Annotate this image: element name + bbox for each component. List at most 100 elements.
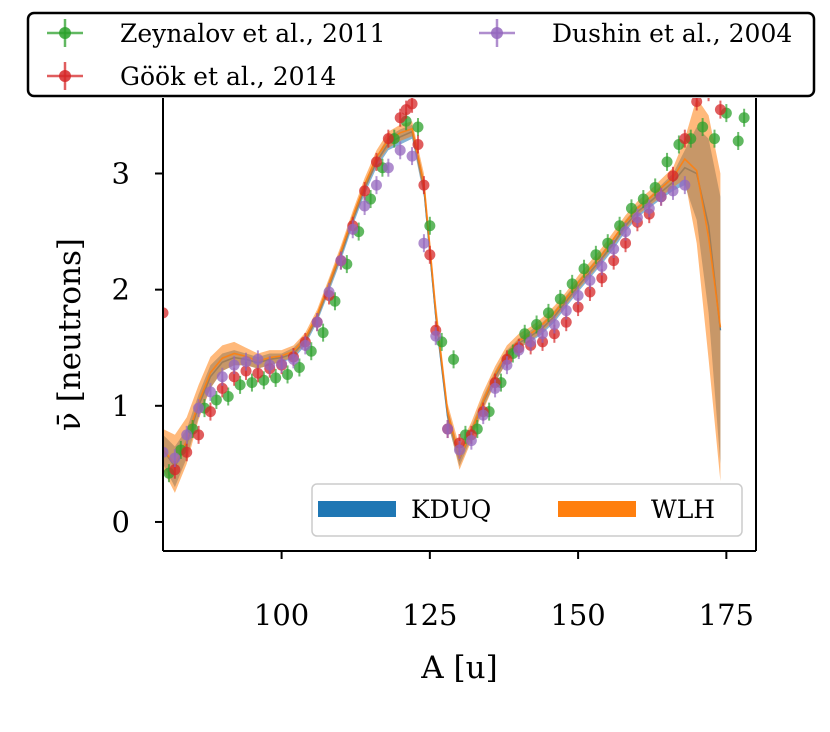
g-k-et-al-2014-point (596, 272, 608, 284)
wlh-mean-line (163, 127, 722, 466)
g-k-et-al-2014-point (667, 170, 679, 182)
dushin-et-al-2004-point (276, 358, 288, 370)
zeynalov-et-al-2011-legend-label: Zeynalov et al., 2011 (120, 19, 386, 48)
g-k-et-al-2014-point (620, 237, 632, 249)
wlh-band (163, 98, 721, 493)
dushin-et-al-2004-point (501, 359, 513, 371)
zeynalov-et-al-2011-point (293, 361, 305, 373)
g-k-et-al-2014-point (424, 249, 436, 261)
g-k-et-al-2014-point (679, 133, 691, 145)
g-k-et-al-2014-point (418, 179, 430, 191)
g-k-et-al-2014-point (193, 429, 205, 441)
dushin-et-al-2004-point (181, 429, 193, 441)
zeynalov-et-al-2011-point (412, 121, 424, 133)
wlh-legend-swatch (558, 501, 636, 517)
axes: 100 125 150 175 0 1 2 3 A [u] ν̄ [neutrons] (52, 98, 757, 686)
dushin-et-al-2004-point (359, 200, 371, 212)
dushin-et-al-2004-point (287, 353, 299, 365)
zeynalov-et-al-2011-point (542, 307, 554, 319)
g-k-et-al-2014-point (181, 446, 193, 458)
zeynalov-et-al-2011-point (578, 263, 590, 275)
g-k-et-al-2014-point (560, 316, 572, 328)
dushin-et-al-2004-point (655, 191, 667, 203)
dushin-et-al-2004-point (163, 446, 169, 458)
dushin-et-al-2004-point (382, 162, 394, 174)
dushin-et-al-2004-point (596, 260, 608, 272)
dushin-et-al-2004-point (169, 452, 181, 464)
dushin-et-al-2004-point (204, 386, 216, 398)
dushin-et-al-2004-point (537, 328, 549, 340)
zeynalov-et-al-2011-point (424, 220, 436, 232)
zeynalov-et-al-2011-point (234, 379, 246, 391)
dushin-et-al-2004-legend-label: Dushin et al., 2004 (552, 19, 792, 48)
zeynalov-et-al-2011-point (590, 249, 602, 261)
zeynalov-et-al-2011-point (661, 156, 673, 168)
zeynalov-et-al-2011-point (222, 391, 234, 403)
dushin-et-al-2004-point (667, 185, 679, 197)
dushin-et-al-2004-point (311, 316, 323, 328)
dushin-et-al-2004-point (489, 382, 501, 394)
dushin-et-al-2004-point (608, 243, 620, 255)
g-k-et-al-2014-point (163, 307, 169, 319)
zeynalov-et-al-2011-point (649, 181, 661, 193)
x-tick-label: 175 (699, 598, 754, 632)
dushin-et-al-2004-point (620, 226, 632, 238)
g-k-et-al-2014-legend-label: Göök et al., 2014 (120, 62, 336, 91)
x-axis-label: A [u] (420, 650, 497, 686)
g-k-et-al-2014-point (608, 255, 620, 267)
model-bands (163, 98, 722, 493)
dushin-et-al-2004-point (548, 319, 560, 330)
dushin-et-al-2004-point (584, 274, 596, 286)
zeynalov-et-al-2011-point (282, 368, 294, 380)
zeynalov-et-al-2011-point (566, 278, 578, 290)
zeynalov-et-al-2011-point (708, 133, 720, 145)
zeynalov-et-al-2011-point (270, 372, 282, 384)
dushin-et-al-2004-point (679, 179, 691, 191)
data-points (163, 98, 750, 483)
g-k-et-al-2014-point (412, 138, 424, 150)
dushin-et-al-2004-point (477, 409, 489, 421)
g-k-et-al-2014-point (394, 112, 406, 124)
dushin-et-al-2004-point (525, 336, 537, 348)
dushin-et-al-2004-point (252, 353, 264, 365)
zeynalov-et-al-2011-point (637, 193, 649, 205)
dushin-et-al-2004-point (406, 150, 418, 162)
dushin-et-al-2004-point (631, 212, 643, 224)
x-tick-label: 125 (402, 598, 457, 632)
zeynalov-et-al-2011-point (531, 319, 543, 330)
dushin-et-al-2004-point (370, 179, 382, 191)
g-k-et-al-2014-point (548, 328, 560, 340)
y-tick-label: 2 (112, 273, 130, 307)
g-k-et-al-2014-point (714, 104, 726, 116)
g-k-et-al-2014-point (691, 98, 703, 107)
dushin-et-al-2004-point (264, 359, 276, 371)
zeynalov-et-al-2011-point (210, 394, 222, 406)
legend-models-frame (311, 483, 743, 537)
y-tick-label: 0 (112, 505, 130, 539)
g-k-et-al-2014-point (252, 367, 264, 379)
y-axis-label: ν̄ [neutrons] (52, 238, 88, 431)
dushin-et-al-2004-point (347, 223, 359, 235)
g-k-et-al-2014-point (370, 156, 382, 168)
zeynalov-et-al-2011-point (554, 293, 566, 305)
kduq-legend-label: KDUQ (411, 495, 491, 524)
dushin-et-al-2004-point (572, 289, 584, 301)
y-tick-label: 1 (112, 389, 130, 423)
dushin-et-al-2004-point (465, 435, 477, 447)
g-k-et-al-2014-point (584, 286, 596, 298)
g-k-et-al-2014-point (572, 301, 584, 313)
dushin-et-al-2004-point (394, 144, 406, 156)
x-tick-label: 150 (550, 598, 605, 632)
x-tick-label: 100 (254, 598, 309, 632)
g-k-et-al-2014-legend-marker (59, 70, 71, 82)
g-k-et-al-2014-point (359, 185, 371, 197)
wlh-legend-label: WLH (651, 495, 715, 524)
g-k-et-al-2014-point (228, 371, 240, 383)
g-k-et-al-2014-point (240, 365, 252, 377)
zeynalov-et-al-2011-point (448, 353, 460, 365)
dushin-et-al-2004-point (323, 286, 335, 298)
legend-experiments-frame (26, 11, 816, 98)
zeynalov-et-al-2011-point (317, 327, 329, 339)
dushin-et-al-2004-point (240, 356, 252, 368)
